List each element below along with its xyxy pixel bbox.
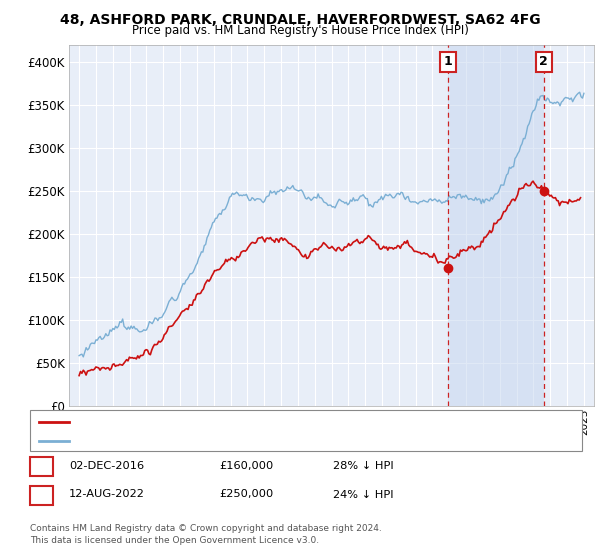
Text: 1: 1 xyxy=(443,55,452,68)
Text: Contains HM Land Registry data © Crown copyright and database right 2024.
This d: Contains HM Land Registry data © Crown c… xyxy=(30,524,382,545)
Text: HPI: Average price, detached house, Pembrokeshire: HPI: Average price, detached house, Pemb… xyxy=(73,436,331,446)
Text: £160,000: £160,000 xyxy=(219,461,273,471)
Text: Price paid vs. HM Land Registry's House Price Index (HPI): Price paid vs. HM Land Registry's House … xyxy=(131,24,469,36)
Text: 1: 1 xyxy=(37,460,46,473)
Text: £250,000: £250,000 xyxy=(219,489,273,500)
Text: 24% ↓ HPI: 24% ↓ HPI xyxy=(333,489,394,500)
Text: 48, ASHFORD PARK, CRUNDALE, HAVERFORDWEST, SA62 4FG: 48, ASHFORD PARK, CRUNDALE, HAVERFORDWES… xyxy=(59,13,541,27)
Bar xyxy=(448,45,544,406)
Text: 28% ↓ HPI: 28% ↓ HPI xyxy=(333,461,394,471)
Text: 48, ASHFORD PARK, CRUNDALE, HAVERFORDWEST, SA62 4FG (detached house): 48, ASHFORD PARK, CRUNDALE, HAVERFORDWES… xyxy=(73,417,473,427)
Text: 02-DEC-2016: 02-DEC-2016 xyxy=(69,461,144,471)
Text: 2: 2 xyxy=(539,55,548,68)
Text: 2: 2 xyxy=(37,488,46,502)
Text: 12-AUG-2022: 12-AUG-2022 xyxy=(69,489,145,500)
